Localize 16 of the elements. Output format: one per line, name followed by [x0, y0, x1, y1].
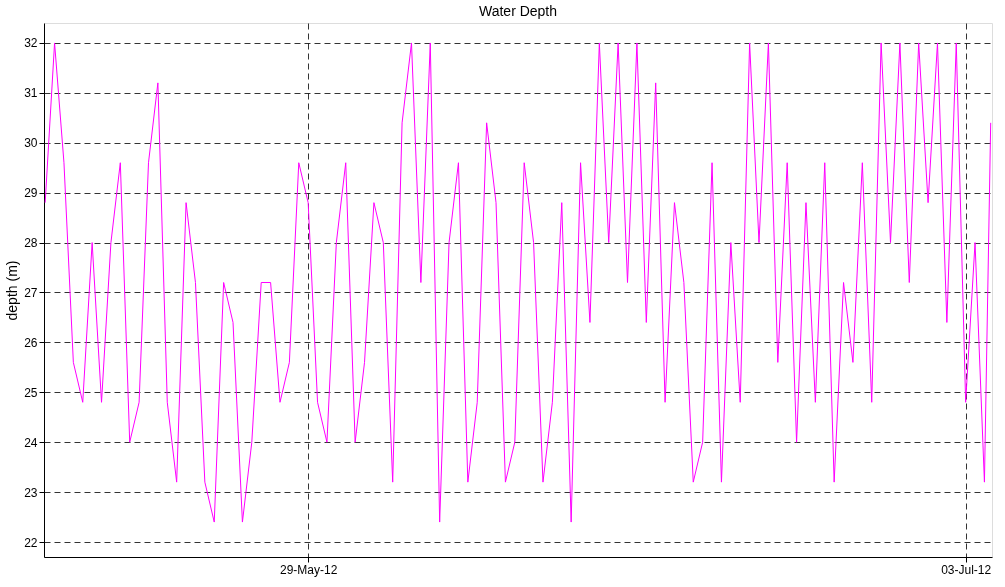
chart-title: Water Depth [478, 3, 558, 19]
x-tick-label: 03-Jul-12 [941, 562, 992, 577]
y-tick-label: 25 [24, 385, 38, 400]
y-tick-label: 26 [24, 335, 38, 350]
x-tick-label: 29-May-12 [279, 562, 338, 577]
y-tick-label: 32 [24, 36, 38, 51]
y-tick-label: 27 [24, 286, 38, 300]
line-series [44, 42, 992, 523]
y-axis-title: depth (m) [4, 260, 21, 321]
y-tick-label: 28 [24, 236, 38, 251]
y-tick-label: 24 [24, 435, 38, 450]
y-tick-label: 31 [24, 86, 38, 101]
y-tick-label: 22 [24, 535, 38, 550]
y-tick-label: 23 [24, 485, 38, 500]
y-tick-label: 30 [24, 136, 38, 151]
y-tick-label: 29 [24, 186, 38, 201]
